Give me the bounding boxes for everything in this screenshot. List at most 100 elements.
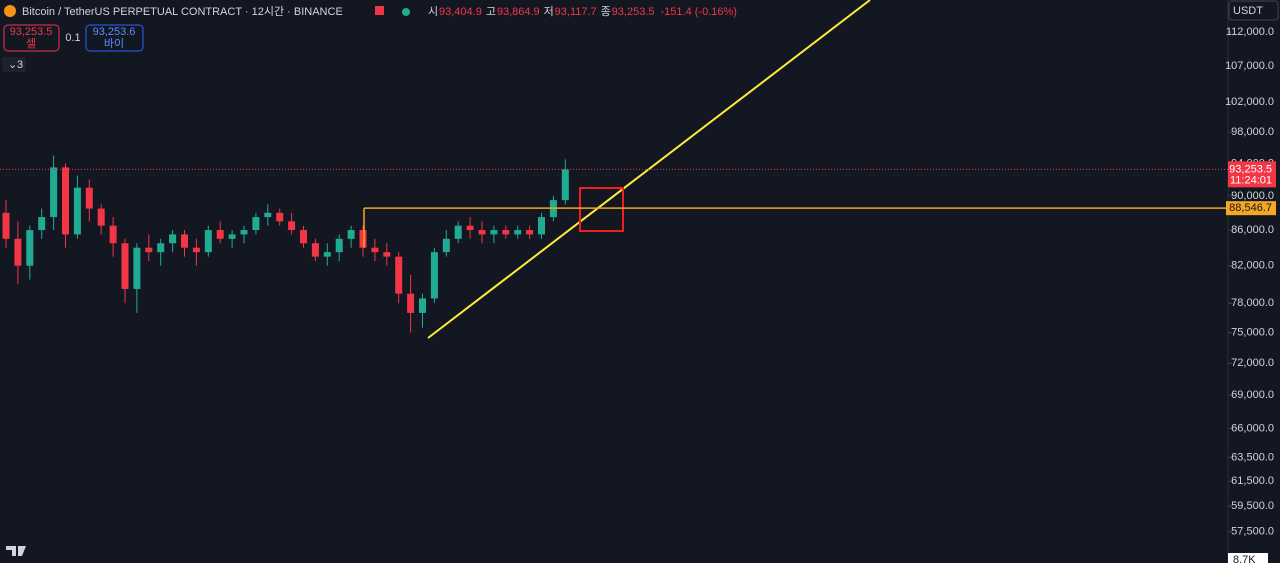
currency[interactable]: USDT [1233,5,1263,17]
y-tick-label: 63,500.0 [1231,451,1274,463]
candle-body [228,234,236,239]
candle-body [145,247,153,253]
ohlc: 시 93,404.9 고 93,864.9 저 93,117.7 종 93,253.5 -151… [428,5,737,18]
buy-price[interactable]: 93,253.6 [93,26,136,38]
y-tick-label: 112,000.0 [1226,26,1274,38]
y-tick-label: 107,000.0 [1225,60,1274,72]
last-price-bg [1228,161,1276,188]
candle-body [561,169,569,201]
ohlc-key: 종 [601,6,611,18]
candle-body [371,247,379,253]
candle-body [300,230,307,244]
candle-body [454,225,462,239]
ohlc-key: 저 [544,5,554,18]
candle-body [347,230,355,239]
y-tick-label: 78,000.0 [1231,297,1274,309]
candle-body [181,234,188,248]
candle-body [276,212,284,222]
y-tick-label: 86,000.0 [1231,224,1274,236]
candle-body [121,243,129,289]
candle-body [133,247,141,289]
candle-body [359,230,367,248]
candle-body [407,293,415,313]
sell-label[interactable]: 셀 [26,37,36,50]
sell-price[interactable]: 93,253.5 [10,26,53,38]
highlight-box[interactable] [579,187,624,232]
candle-body [14,238,22,266]
volume-scale: 8.7K [1233,554,1256,563]
ohlc-key: 고 [486,6,496,18]
ohlc-key: 시 [428,6,438,18]
y-tick-label: 98,000.0 [1231,126,1274,138]
last-price-label: 93,253.5 [1229,163,1272,175]
candle-body [288,221,296,231]
candle-body [97,208,105,226]
logo [6,546,26,556]
y-tick-label: 66,000.0 [1231,422,1274,434]
countdown: 11:24:01 [1230,174,1272,186]
y-tick-label: 90,000.0 [1231,190,1274,202]
candle-body [192,247,200,253]
candle-body [240,230,248,235]
buy-button[interactable] [85,24,144,52]
candle-body [2,212,10,239]
candle-body [514,230,522,235]
candle-body [50,167,58,218]
y-tick-label: 61,500.0 [1231,475,1274,487]
candle-body [169,234,177,244]
candle-body [62,167,69,235]
candle-body [526,230,534,235]
candle-body [73,187,81,235]
trendline[interactable] [427,0,871,339]
candle-body [323,252,331,257]
level-label-bg [1226,201,1276,216]
coin-icon [4,5,16,17]
candle-body [252,217,260,231]
candle-body [26,230,34,266]
candle-body [466,225,474,231]
ohlc-value: 93,117.7 [555,6,597,18]
flag[interactable] [375,6,384,15]
candle-body [335,238,343,253]
candle-body [264,212,272,218]
candle-body [157,243,165,253]
candle-body [383,252,391,257]
ohlc-value: 93,404.9 [439,6,482,18]
ohlc-value: 93,864.9 [497,6,540,18]
candle-body [216,230,224,239]
candle-body [538,217,545,235]
chevron[interactable]: ⌄ [8,59,17,71]
sell-button[interactable] [3,24,60,52]
symbol: Bitcoin / TetherUS PERPETUAL CONTRACT · … [22,5,343,18]
candle-body [204,230,212,253]
candle-body [395,256,403,294]
qty[interactable]: 0.1 [65,32,80,44]
candle-body [311,243,319,257]
candle-body [85,187,93,209]
volume-label-bg [1228,553,1268,563]
y-tick-label: 75,000.0 [1231,327,1274,339]
y-tick-label: 102,000.0 [1225,96,1274,108]
change: -151.4 (-0.16%) [661,6,737,18]
candle-body [490,230,498,235]
currency-select[interactable] [1228,0,1279,21]
level-label: 88,546.7 [1229,202,1272,214]
candle-body [38,217,46,231]
buy-label[interactable]: 바이 [104,37,124,50]
candle-body [478,230,486,235]
candle-body [442,238,450,253]
candle-body [109,225,117,244]
y-tick-label: 59,500.0 [1231,500,1274,512]
indicators-toggle[interactable] [2,57,26,72]
ohlc-value: 93,253.5 [612,6,655,18]
market-status [402,8,410,16]
candle-body [430,252,438,299]
candle-body [502,230,510,235]
y-tick-label: 72,000.0 [1231,357,1274,369]
indicators-count[interactable]: 3 [17,59,23,71]
candle-body [419,298,426,313]
y-tick-label: 69,000.0 [1231,389,1274,401]
